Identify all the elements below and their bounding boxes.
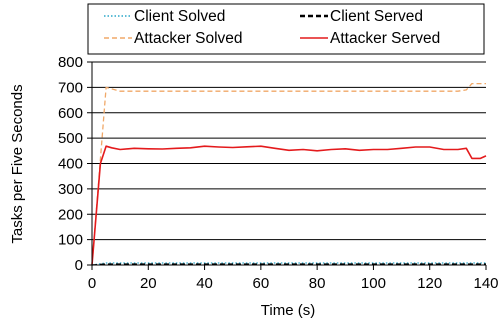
y-tick-label: 200 — [58, 206, 83, 223]
y-tick-label: 800 — [58, 54, 83, 71]
x-tick-label: 0 — [88, 275, 96, 292]
y-tick-label: 100 — [58, 232, 83, 249]
y-tick-label: 700 — [58, 79, 83, 96]
x-tick-label: 120 — [417, 275, 442, 292]
x-tick-label: 60 — [253, 275, 270, 292]
series-line-attacker-served — [91, 145, 487, 266]
x-tick-label: 100 — [361, 275, 386, 292]
legend-label-client-solved: Client Solved — [134, 8, 225, 25]
series-line-client-served — [91, 263, 486, 266]
legend-label-attacker-served: Attacker Served — [330, 30, 440, 47]
legend-box — [87, 3, 485, 55]
x-tick-label: 20 — [140, 275, 157, 292]
axes: 0 100 200 300 400 500 600 700 800 0 20 40 60 80 100 120… — [58, 54, 499, 292]
y-tick-label: 0 — [75, 257, 83, 274]
y-tick-label: 500 — [58, 130, 83, 147]
y-axis-title: Tasks per Five Seconds — [9, 84, 26, 243]
y-tick-label: 600 — [58, 105, 83, 122]
x-tick-label: 140 — [473, 275, 498, 292]
legend-label-client-served: Client Served — [330, 8, 423, 25]
y-tick-label: 300 — [58, 181, 83, 198]
legend: Client Solved Client Served Attacker Solve… — [104, 8, 440, 47]
series-layer — [91, 82, 487, 266]
series-line-client-solved — [91, 262, 486, 266]
x-tick-label: 80 — [309, 275, 326, 292]
x-tick-label: 40 — [196, 275, 213, 292]
series-line-attacker-solved — [91, 82, 486, 266]
gridlines — [92, 61, 486, 241]
x-axis-title: Time (s) — [261, 302, 315, 319]
y-tick-label: 400 — [58, 156, 83, 173]
legend-label-attacker-solved: Attacker Solved — [134, 30, 243, 47]
